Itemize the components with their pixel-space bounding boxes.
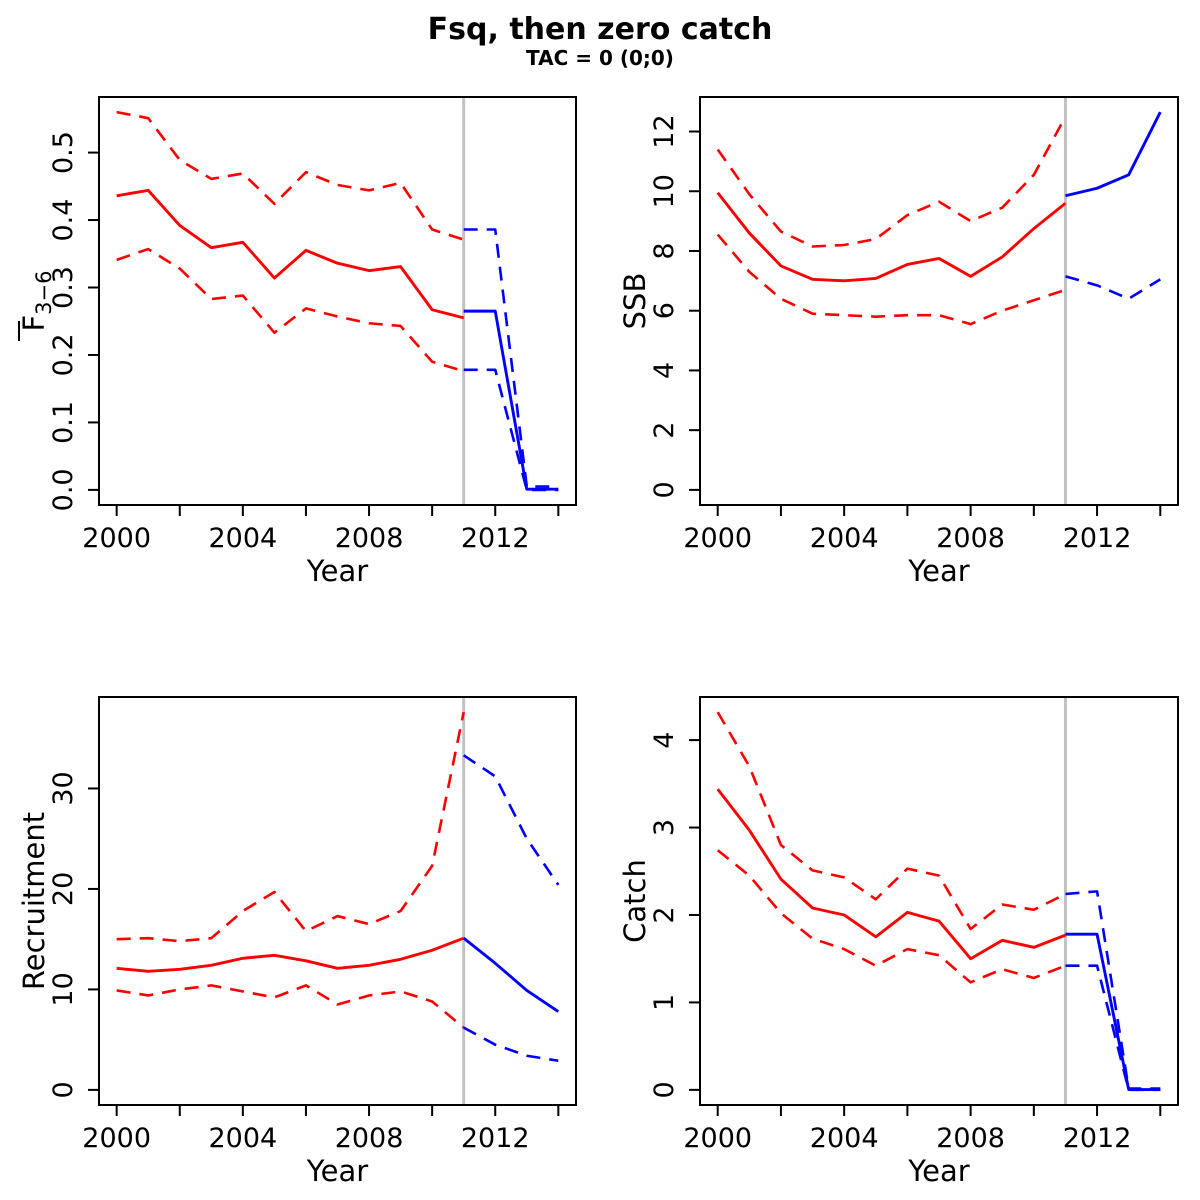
x-tick-label: 2008: [335, 523, 404, 554]
y-axis-title-group: Recruitment: [17, 812, 51, 990]
x-tick-label: 2012: [1063, 1123, 1132, 1154]
y-tick-label: 0.3: [48, 266, 79, 309]
fbar-ci-upper-historic-line: [116, 110, 465, 241]
panel-fbar: 2000 2004 2008 2012 0.0 0.1 0.2 0.3 0.4 0.5 Year F3…: [17, 96, 577, 588]
figure-title: Fsq, then zero catch: [427, 12, 773, 47]
catch-ci-upper-historic-line: [716, 711, 1067, 931]
recruitment-ci-upper-historic-line: [116, 711, 465, 943]
x-tick-label: 2004: [208, 1123, 277, 1154]
ssb-median-historic-line: [716, 191, 1067, 283]
fbar-median-historic-line: [116, 188, 465, 320]
y-tick-label: 0: [48, 1081, 79, 1098]
x-tick-label: 2004: [810, 1123, 879, 1154]
catch-median-forecast-line: [1065, 932, 1161, 1091]
x-axis-title: Year: [306, 554, 368, 588]
catch-ci-lower-forecast-line: [1065, 964, 1161, 1092]
y-tick-label: 10: [48, 972, 79, 1006]
y-tick-label: 0.0: [48, 468, 79, 511]
recruitment-median-forecast-line: [462, 937, 560, 1013]
y-tick-label: 12: [649, 114, 680, 148]
fbar-median-forecast-line: [463, 309, 559, 491]
y-tick-label: 4: [649, 732, 680, 749]
x-tick-label: 2004: [208, 523, 277, 554]
ssb-ci-upper-historic-line: [716, 115, 1067, 248]
y-tick-label: 6: [649, 302, 680, 319]
panel-ssb: 2000 2004 2008 2012 0 2 4 6 8 10 12 Year SSB: [618, 96, 1179, 588]
plot-box: [699, 96, 1179, 506]
x-axis-title: Year: [907, 554, 969, 588]
plot-box: [98, 696, 577, 1106]
y-tick-label: 0.5: [48, 131, 79, 174]
catch-median-historic-line: [716, 788, 1066, 961]
y-tick-label: 0.1: [48, 401, 79, 444]
recruitment-ci-lower-historic-line: [116, 984, 465, 1029]
y-tick-label: 2: [649, 906, 680, 923]
y-tick-label: 1: [649, 994, 680, 1011]
y-tick-label: 3: [649, 819, 680, 836]
recruitment-median-historic-line: [116, 936, 465, 973]
x-tick-label: 2008: [936, 523, 1005, 554]
y-axis-title: Recruitment: [17, 812, 51, 990]
fbar-ci-lower-forecast-line: [463, 368, 559, 492]
catch-ci-upper-forecast-line: [1065, 890, 1161, 1090]
x-tick-label: 2008: [936, 1123, 1005, 1154]
catch-ci-lower-historic-line: [716, 849, 1066, 984]
recruitment-ci-lower-forecast-line: [463, 1026, 559, 1063]
y-tick-label: 20: [48, 872, 79, 906]
plot-box: [699, 696, 1179, 1106]
ssb-median-forecast-line: [1065, 111, 1162, 198]
x-tick-label: 2000: [82, 1123, 151, 1154]
plot-box: [98, 96, 577, 506]
y-axis-title: Catch: [618, 859, 652, 943]
x-tick-label: 2000: [683, 523, 752, 554]
ssb-ci-lower-forecast-line: [1065, 275, 1161, 301]
y-tick-label: 0.2: [48, 333, 79, 376]
x-tick-label: 2000: [683, 1123, 752, 1154]
figure-subtitle: TAC = 0 (0;0): [526, 46, 674, 70]
panel-recruitment: 2000 2004 2008 2012 0 10 20 30 Year Recruitment: [17, 696, 577, 1188]
recruitment-ci-upper-forecast-line: [462, 754, 560, 886]
y-tick-label: 0.4: [48, 199, 79, 242]
y-tick-label: 2: [649, 422, 680, 439]
y-tick-label: 8: [649, 242, 680, 259]
y-axis-title-group: SSB: [618, 273, 652, 330]
x-tick-label: 2008: [335, 1123, 404, 1154]
y-tick-label: 10: [649, 174, 680, 208]
y-tick-label: 30: [48, 771, 79, 805]
x-tick-label: 2012: [1063, 523, 1132, 554]
fbar-ci-lower-historic-line: [116, 247, 465, 373]
x-tick-label: 2012: [461, 523, 530, 554]
x-tick-label: 2000: [82, 523, 151, 554]
y-axis-title: F3−6: [17, 270, 56, 331]
ssb-ci-lower-historic-line: [716, 233, 1066, 326]
x-tick-label: 2004: [810, 523, 879, 554]
y-tick-label: 0: [649, 481, 680, 498]
y-tick-label: 4: [649, 362, 680, 379]
x-axis-title: Year: [907, 1154, 969, 1188]
x-axis-title: Year: [306, 1154, 368, 1188]
y-tick-label: 0: [649, 1081, 680, 1098]
y-axis-title-group: Catch: [618, 859, 652, 943]
x-tick-label: 2012: [461, 1123, 530, 1154]
y-axis-title-group: F3−6: [17, 270, 56, 341]
fbar-ci-upper-forecast-line: [463, 228, 559, 488]
y-axis-title: SSB: [618, 273, 652, 330]
